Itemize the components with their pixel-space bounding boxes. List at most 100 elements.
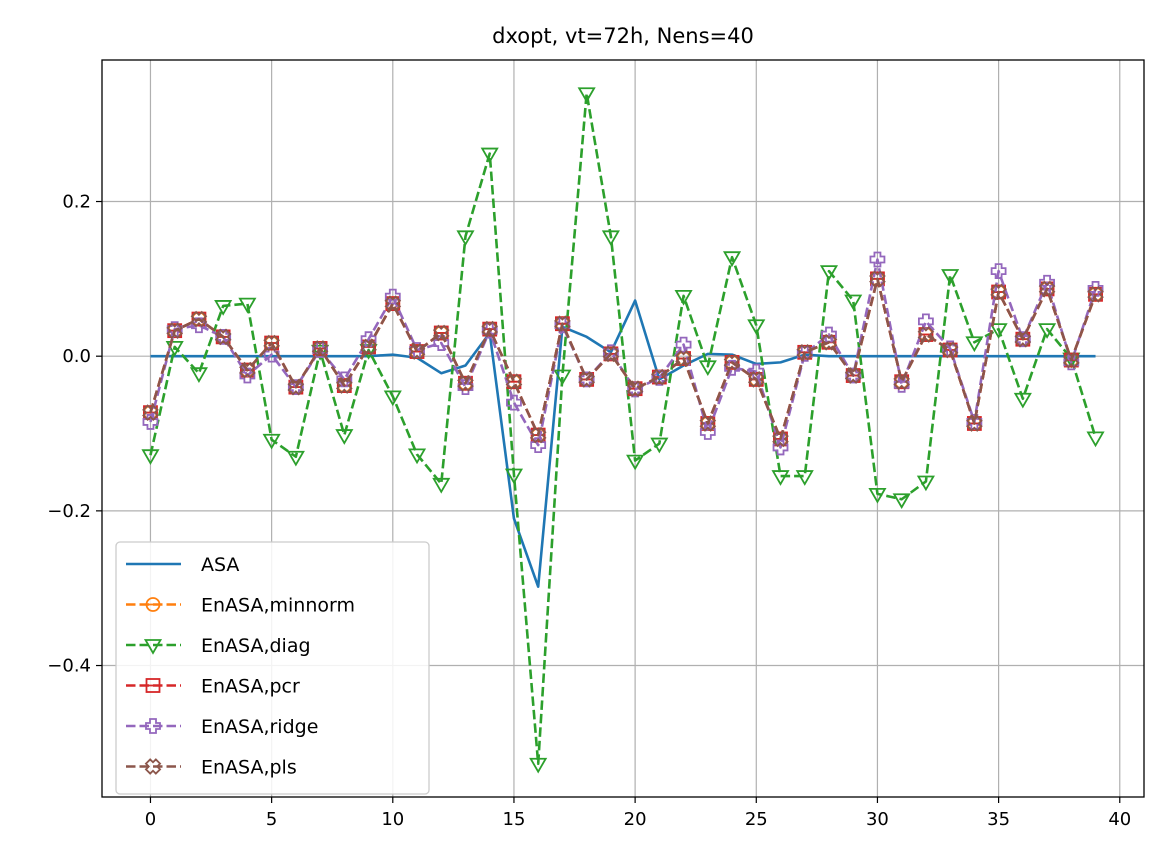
data-point bbox=[505, 373, 523, 391]
data-point bbox=[868, 487, 887, 504]
legend-marker bbox=[144, 758, 162, 775]
legend-entry: EnASA,pcr bbox=[126, 676, 300, 698]
legend-marker bbox=[143, 639, 163, 655]
data-point bbox=[1038, 280, 1056, 298]
marker-shape bbox=[360, 331, 377, 348]
marker-shape bbox=[190, 310, 208, 328]
data-point bbox=[941, 341, 959, 359]
y-tick-label: 0.0 bbox=[62, 346, 91, 367]
marker-shape bbox=[722, 251, 742, 268]
y-tick-label: 0.2 bbox=[62, 192, 91, 213]
marker-shape bbox=[820, 333, 838, 351]
data-point bbox=[578, 371, 595, 388]
data-point bbox=[675, 350, 692, 367]
marker-shape bbox=[626, 380, 644, 398]
series-line bbox=[149, 277, 1097, 441]
data-point bbox=[1062, 351, 1080, 369]
marker-shape bbox=[384, 295, 402, 312]
marker-shape bbox=[145, 718, 161, 734]
marker-shape bbox=[1062, 351, 1080, 369]
data-point bbox=[772, 430, 789, 448]
series-line bbox=[149, 91, 1097, 766]
x-tick-label: 15 bbox=[503, 809, 526, 830]
x-tick-label: 20 bbox=[624, 809, 647, 830]
marker-shape bbox=[1013, 392, 1032, 409]
data-point bbox=[722, 251, 742, 268]
data-point bbox=[771, 470, 790, 486]
marker-shape bbox=[990, 283, 1007, 301]
x-tick-label: 25 bbox=[745, 809, 768, 830]
marker-shape bbox=[796, 343, 814, 361]
data-point bbox=[529, 426, 547, 444]
marker-shape bbox=[1039, 274, 1055, 291]
marker-shape bbox=[747, 371, 765, 388]
data-point bbox=[408, 343, 426, 360]
legend-entry: EnASA,pls bbox=[126, 757, 297, 779]
data-point bbox=[674, 289, 693, 306]
marker-shape bbox=[141, 449, 160, 465]
axis-ticks: 0 5 10 15 20 25 30 35 40 −0.4 −0.2 0.0 0.2 bbox=[47, 192, 1131, 830]
data-point bbox=[698, 360, 717, 377]
data-point bbox=[699, 424, 716, 440]
legend-label: EnASA,pcr bbox=[201, 676, 300, 698]
data-point bbox=[990, 283, 1007, 301]
data-point bbox=[1038, 323, 1057, 339]
x-tick-label: 30 bbox=[866, 809, 889, 830]
legend-entry: EnASA,diag bbox=[126, 635, 311, 657]
marker-shape bbox=[408, 343, 426, 360]
marker-shape bbox=[772, 430, 789, 448]
series-5 bbox=[142, 270, 1104, 448]
marker-shape bbox=[554, 315, 571, 333]
legend-marker bbox=[145, 718, 161, 734]
marker-shape bbox=[966, 415, 983, 432]
legend-box bbox=[115, 541, 430, 795]
marker-shape bbox=[457, 374, 474, 392]
data-point bbox=[262, 433, 281, 450]
data-point bbox=[844, 367, 862, 384]
data-point bbox=[335, 377, 353, 394]
series-line bbox=[150, 299, 1096, 588]
marker-shape bbox=[335, 429, 354, 445]
data-point bbox=[166, 322, 184, 340]
marker-shape bbox=[844, 294, 863, 311]
data-point bbox=[651, 368, 668, 386]
marker-shape bbox=[989, 323, 1008, 339]
marker-shape bbox=[505, 373, 523, 391]
data-point bbox=[166, 321, 183, 338]
data-point bbox=[626, 380, 644, 398]
data-point bbox=[384, 295, 402, 312]
data-point bbox=[748, 363, 765, 380]
data-point bbox=[1013, 392, 1032, 409]
marker-shape bbox=[457, 379, 474, 396]
data-point bbox=[311, 340, 329, 357]
marker-shape bbox=[699, 415, 717, 432]
x-tick-label: 35 bbox=[987, 809, 1010, 830]
marker-shape bbox=[336, 371, 353, 388]
legend-label: EnASA,pls bbox=[201, 757, 297, 779]
data-point bbox=[990, 263, 1007, 280]
legend-label: EnASA,diag bbox=[201, 635, 311, 657]
data-point bbox=[529, 757, 548, 774]
data-point bbox=[189, 367, 208, 384]
marker-shape bbox=[869, 251, 886, 268]
marker-shape bbox=[819, 265, 839, 281]
data-point bbox=[869, 251, 886, 268]
marker-shape bbox=[941, 341, 959, 359]
data-point bbox=[238, 297, 257, 314]
data-point bbox=[1087, 285, 1104, 303]
data-point bbox=[772, 439, 789, 456]
data-point bbox=[917, 326, 935, 343]
marker-shape bbox=[432, 324, 450, 342]
marker-shape bbox=[1014, 330, 1032, 348]
marker-shape bbox=[892, 493, 911, 510]
marker-shape bbox=[1086, 431, 1105, 448]
marker-shape bbox=[917, 326, 935, 343]
marker-shape bbox=[795, 470, 814, 486]
plot-frame bbox=[101, 59, 1145, 798]
data-point bbox=[1063, 354, 1080, 371]
data-point bbox=[577, 87, 596, 104]
data-point bbox=[506, 394, 522, 411]
marker-shape bbox=[941, 269, 960, 285]
